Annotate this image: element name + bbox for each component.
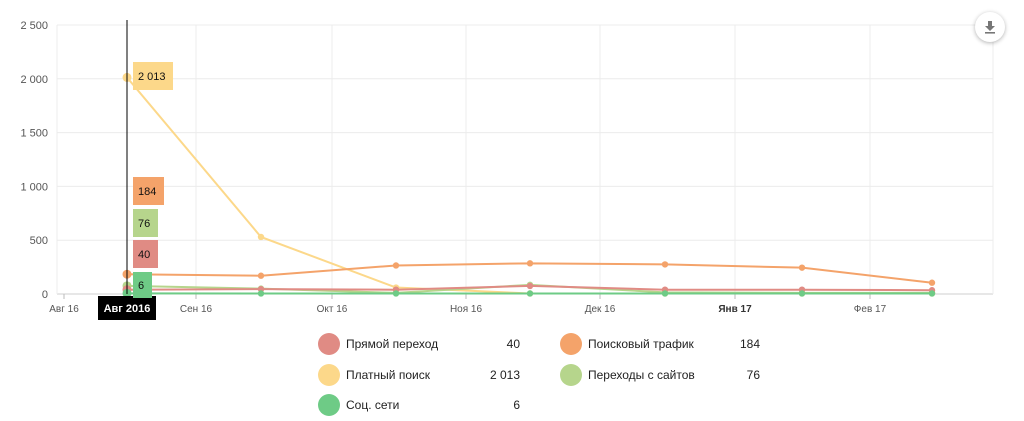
data-point — [526, 260, 534, 267]
data-point — [392, 290, 400, 297]
legend-value: 2 013 — [489, 368, 520, 382]
y-tick-label: 1 000 — [20, 181, 48, 193]
legend-swatch — [560, 364, 582, 386]
legend-swatch — [318, 364, 340, 386]
x-tick-label: Ноя 16 — [450, 304, 483, 315]
legend-value: 6 — [513, 398, 520, 412]
data-point — [661, 290, 669, 297]
y-tick-label: 1 500 — [20, 128, 48, 140]
data-point — [798, 290, 806, 297]
legend-label: Соц. сети — [346, 398, 400, 412]
tooltip-value-box — [133, 209, 158, 237]
tooltip-value: 40 — [138, 249, 150, 261]
download-icon — [985, 21, 995, 34]
y-tick-label: 2 500 — [20, 20, 48, 32]
tooltip-value-box — [133, 272, 152, 298]
data-point — [257, 233, 265, 241]
legend-item-referral[interactable]: Переходы с сайтов 76 — [560, 363, 760, 387]
legend-value: 76 — [746, 368, 760, 382]
tooltip-value-box — [133, 177, 164, 205]
legend-label: Платный поиск — [346, 368, 430, 382]
tooltip-value: 6 — [138, 280, 144, 292]
tooltip-value-box — [133, 62, 173, 90]
crosshair-date-label: Авг 2016 — [104, 303, 151, 315]
legend-item-direct[interactable]: Прямой переход 40 — [318, 332, 520, 356]
legend-label: Переходы с сайтов — [588, 368, 695, 382]
legend-label: Прямой переход — [346, 337, 439, 351]
crosshair-date-badge — [98, 296, 156, 320]
legend-label: Поисковый трафик — [588, 337, 694, 351]
y-tick-label: 0 — [42, 289, 48, 301]
data-point — [392, 262, 400, 269]
line-chart: 0 500 1 000 1 500 2 000 2 500 Авг 16 Сен 16 Окт … — [20, 20, 994, 320]
x-tick-label: Фев 17 — [854, 304, 887, 315]
legend-swatch — [318, 333, 340, 355]
legend-item-paid[interactable]: Платный поиск 2 013 — [318, 363, 520, 387]
data-point — [257, 290, 265, 297]
legend-value: 40 — [506, 337, 520, 351]
data-point — [257, 272, 265, 279]
x-tick-label: Янв 17 — [718, 304, 752, 315]
data-point — [526, 290, 534, 297]
legend-item-search[interactable]: Поисковый трафик 184 — [560, 332, 760, 356]
data-point — [526, 282, 534, 290]
tooltip-value: 184 — [138, 186, 156, 198]
data-point — [798, 264, 806, 271]
chart-legend: Прямой переход 40 Поисковый трафик 184 П… — [318, 332, 778, 420]
legend-item-social[interactable]: Соц. сети 6 — [318, 393, 520, 417]
tooltip-value: 76 — [138, 218, 150, 230]
legend-swatch — [560, 333, 582, 355]
x-tick-label: Окт 16 — [317, 304, 348, 315]
x-tick-label: Авг 16 — [49, 304, 79, 315]
x-tick-label: Сен 16 — [180, 304, 213, 315]
tooltip-value-box — [133, 240, 158, 268]
tooltip-value: 2 013 — [138, 71, 166, 83]
data-point — [928, 279, 936, 286]
data-point — [928, 290, 936, 297]
data-point — [661, 261, 669, 268]
legend-swatch — [318, 394, 340, 416]
y-tick-label: 2 000 — [20, 74, 48, 86]
y-tick-label: 500 — [30, 235, 48, 247]
download-button[interactable] — [975, 12, 1005, 42]
x-tick-label: Дек 16 — [585, 304, 616, 315]
legend-value: 184 — [739, 337, 760, 351]
